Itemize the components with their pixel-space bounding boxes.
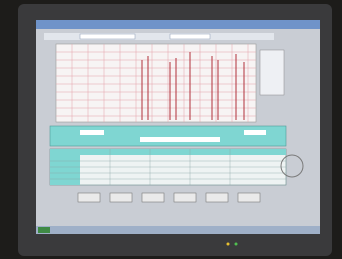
row-header	[50, 155, 80, 185]
info-panel	[50, 126, 286, 146]
dropdown[interactable]	[80, 34, 135, 39]
toolbar	[44, 33, 274, 40]
status-led	[235, 243, 238, 246]
button[interactable]	[110, 193, 132, 202]
button[interactable]	[206, 193, 228, 202]
button[interactable]	[142, 193, 164, 202]
photo	[0, 0, 342, 259]
button[interactable]	[78, 193, 100, 202]
taskbar	[36, 226, 320, 234]
input-field[interactable]	[244, 130, 266, 135]
status-led	[227, 243, 230, 246]
title-bar	[36, 20, 320, 29]
button[interactable]	[238, 193, 260, 202]
input-field[interactable]	[80, 130, 104, 135]
start-button[interactable]	[38, 227, 50, 233]
dropdown[interactable]	[170, 34, 210, 39]
input-field[interactable]	[140, 137, 220, 142]
table-header	[50, 149, 286, 155]
side-panel	[260, 50, 284, 95]
button[interactable]	[174, 193, 196, 202]
chart-area	[56, 44, 256, 122]
page: (() => { const data = JSON.parse(documen…	[0, 0, 342, 259]
